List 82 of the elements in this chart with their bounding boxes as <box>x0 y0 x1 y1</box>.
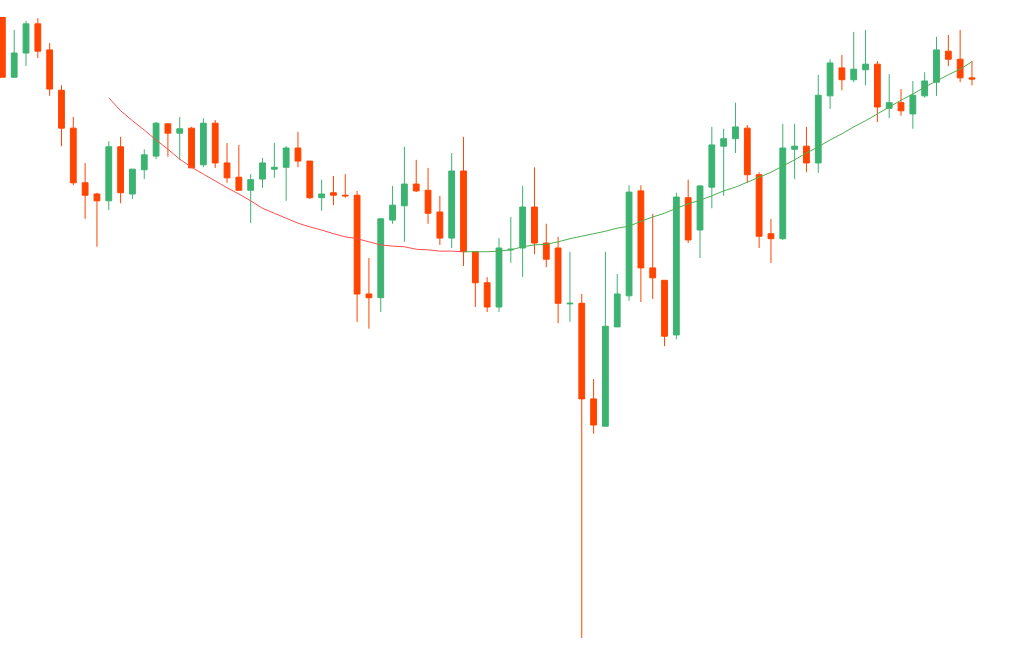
candlestick <box>613 273 621 328</box>
candlestick <box>471 251 479 308</box>
candlestick <box>436 195 444 246</box>
candlestick <box>140 148 148 180</box>
candlestick <box>294 131 302 168</box>
candlestick <box>282 145 290 202</box>
candlestick <box>850 31 858 83</box>
candlestick <box>353 190 361 323</box>
candlestick <box>34 17 42 59</box>
candlestick <box>779 123 787 241</box>
candlestick <box>401 146 408 243</box>
candlestick <box>152 121 160 160</box>
candlestick <box>542 223 550 268</box>
candlestick <box>10 29 18 79</box>
candlestick <box>22 20 30 67</box>
candlestick <box>365 257 373 330</box>
candlestick <box>968 60 976 86</box>
candlestick <box>803 126 810 173</box>
candlestick <box>602 251 609 427</box>
candlestick <box>590 378 597 435</box>
candlestick <box>58 84 65 147</box>
candlestick <box>235 144 243 191</box>
candlestick <box>862 29 869 86</box>
candlestick <box>578 293 586 638</box>
candlestick <box>767 218 775 264</box>
candlestick <box>921 71 929 99</box>
candlestick <box>814 74 822 174</box>
candlestick <box>483 276 491 313</box>
candlestick <box>956 29 964 83</box>
candlestick <box>873 60 881 123</box>
candlestick <box>531 166 538 255</box>
candlestick <box>176 116 184 161</box>
candlestick <box>412 159 420 193</box>
candlestick <box>306 160 314 200</box>
candlestick <box>885 73 893 119</box>
candlestick <box>164 123 172 158</box>
candlestick <box>69 116 77 186</box>
candlestick <box>129 168 136 200</box>
candlestick <box>743 124 751 184</box>
candlestick <box>270 142 278 179</box>
candlestick <box>944 34 952 67</box>
candlestick <box>377 217 385 313</box>
candlestick <box>672 192 680 340</box>
candlestick <box>93 192 101 248</box>
candlestick <box>199 117 207 168</box>
candlestick <box>46 42 54 97</box>
candlestick <box>330 175 337 206</box>
candlestick <box>909 80 917 130</box>
candlestick <box>554 236 562 324</box>
candlestick <box>566 251 574 323</box>
candlestick <box>755 171 763 249</box>
candlestick <box>696 184 704 259</box>
candlestick <box>933 36 940 97</box>
candlestick <box>519 185 527 278</box>
candlestick <box>188 126 195 169</box>
candlestick <box>341 173 349 199</box>
candlestick <box>259 157 266 189</box>
candlestick <box>105 140 113 211</box>
candlestick <box>720 128 728 197</box>
candlestick <box>791 123 798 180</box>
candlestick <box>625 184 633 302</box>
candlestick <box>897 88 905 117</box>
candlestick <box>389 185 396 225</box>
candlestick <box>732 102 739 154</box>
candlestick <box>826 58 834 110</box>
candlestick <box>0 17 6 78</box>
candlestick <box>211 119 219 169</box>
candlestick <box>684 179 692 244</box>
candlestick <box>223 142 231 184</box>
candlestick <box>448 152 456 249</box>
candlestick <box>460 136 467 267</box>
candlestick <box>495 237 503 313</box>
candlestick <box>838 54 846 91</box>
candlestick <box>708 126 716 209</box>
candlestick <box>424 167 432 225</box>
candlestick <box>637 184 645 303</box>
candlestick <box>318 179 326 212</box>
candlestick <box>81 162 89 220</box>
candlestick <box>661 279 668 347</box>
candlestick <box>117 136 125 204</box>
candlestick <box>247 173 255 224</box>
candlestick <box>649 213 657 300</box>
